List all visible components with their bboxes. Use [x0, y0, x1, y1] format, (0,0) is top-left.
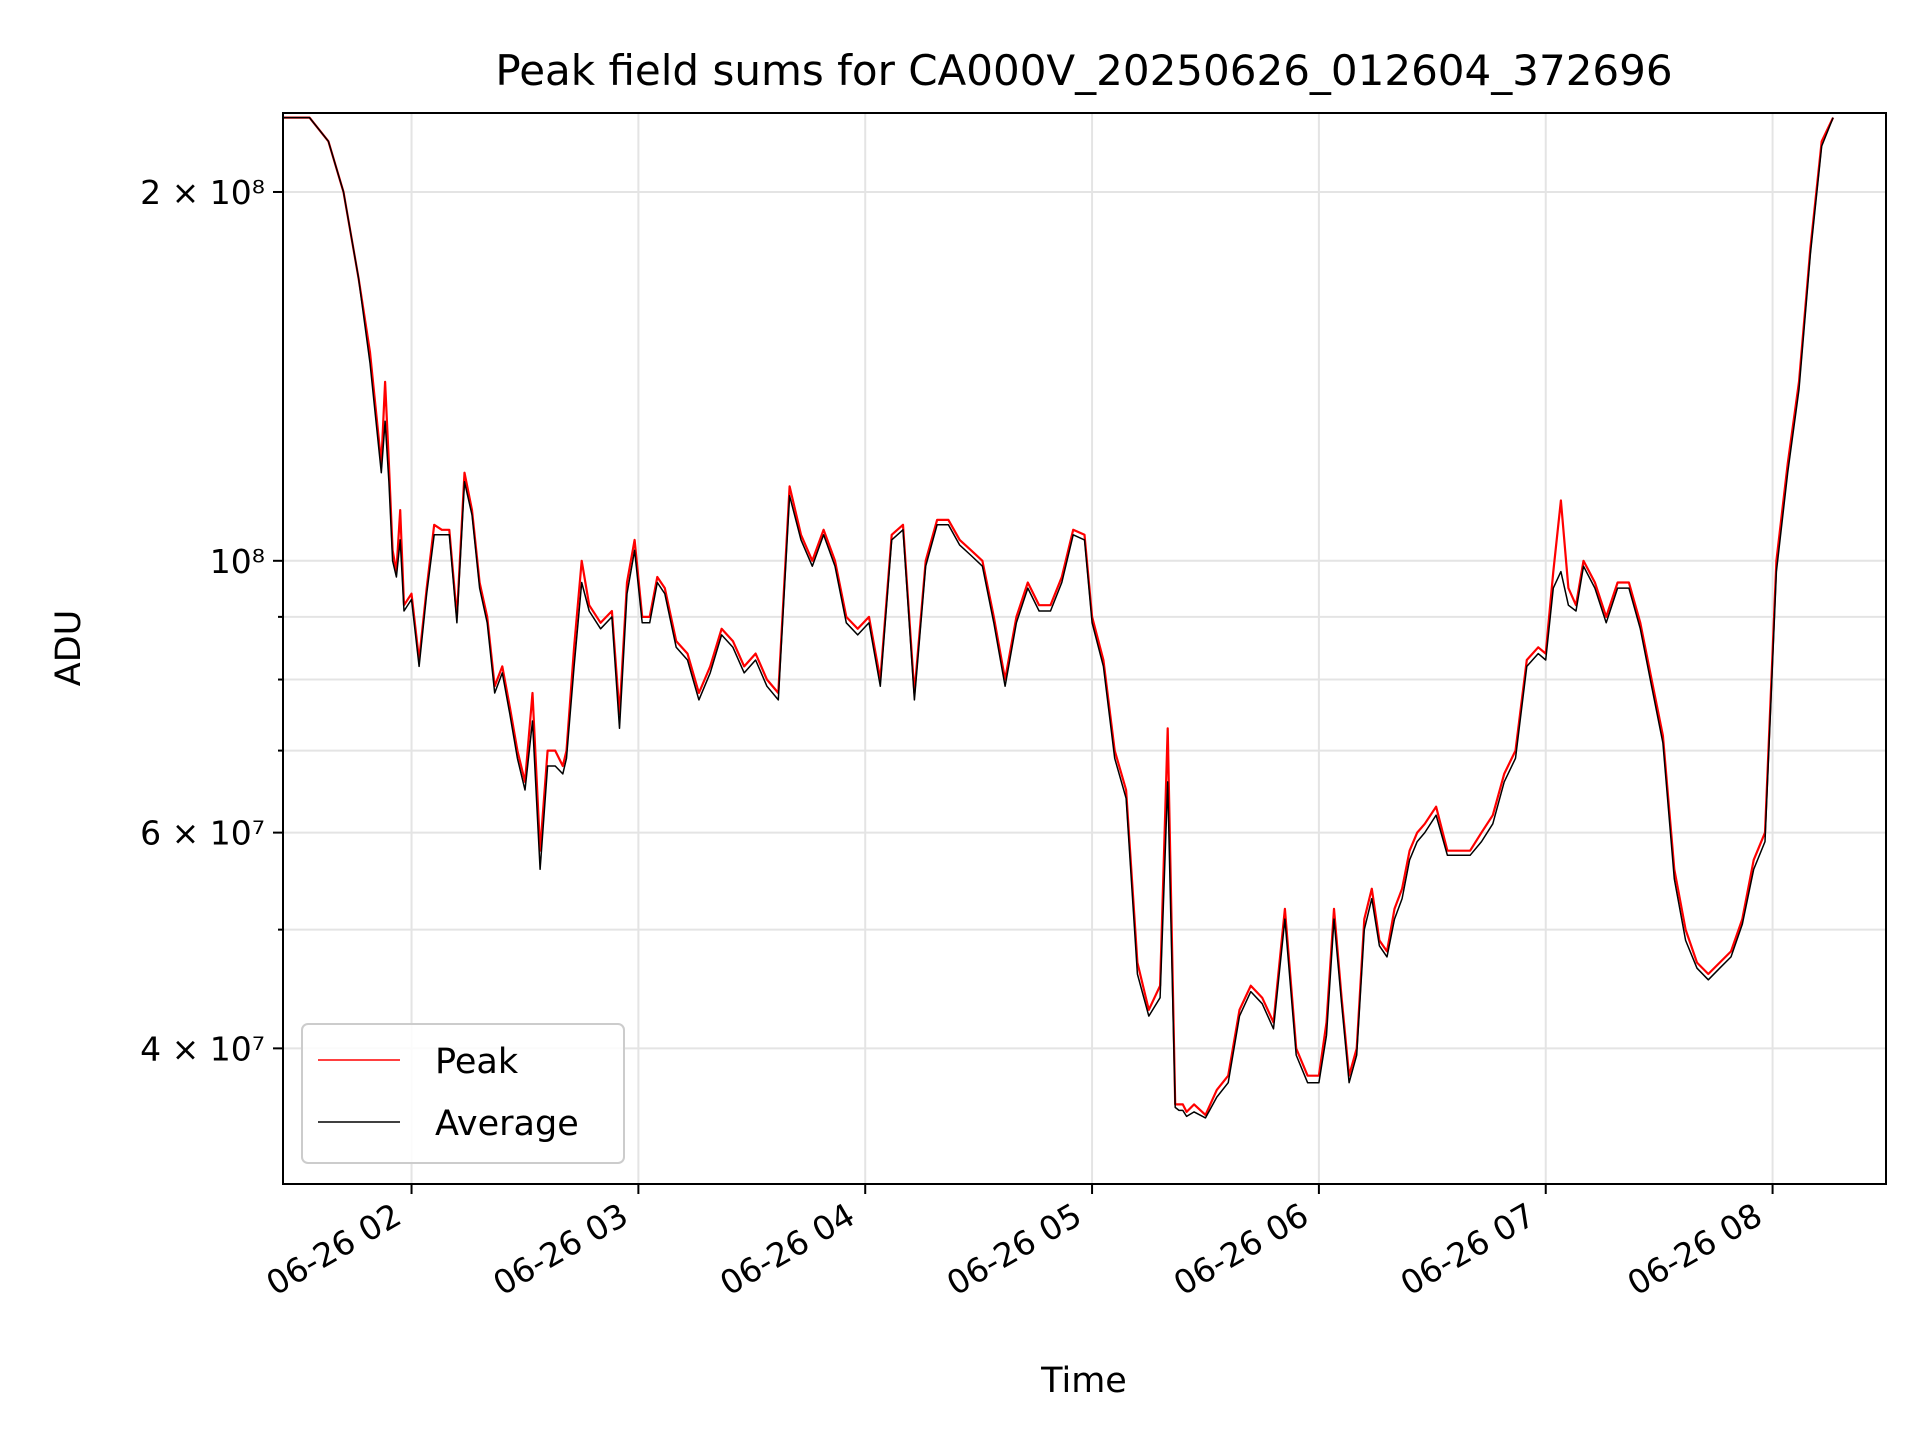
series-line-peak: [283, 116, 1835, 1117]
y-tick-label: 10⁸: [210, 542, 265, 581]
series-lines: [283, 116, 1835, 1119]
y-tick-label: 4 × 10⁷: [140, 1029, 265, 1068]
y-tick-label: 2 × 10⁸: [140, 173, 265, 212]
legend-label-peak: Peak: [435, 1042, 519, 1082]
legend-box: [301, 1023, 625, 1164]
series-line-average: [283, 116, 1834, 1119]
y-tick-label: 6 × 10⁷: [140, 814, 265, 853]
chart-title: Peak field sums for CA000V_20250626_0126…: [495, 46, 1672, 95]
legend: Peak Average: [301, 1023, 625, 1164]
legend-label-average: Average: [435, 1104, 579, 1144]
y-axis-label: ADU: [49, 610, 89, 687]
plot-frame: [282, 112, 1887, 1185]
x-axis-label: Time: [1040, 1361, 1127, 1401]
